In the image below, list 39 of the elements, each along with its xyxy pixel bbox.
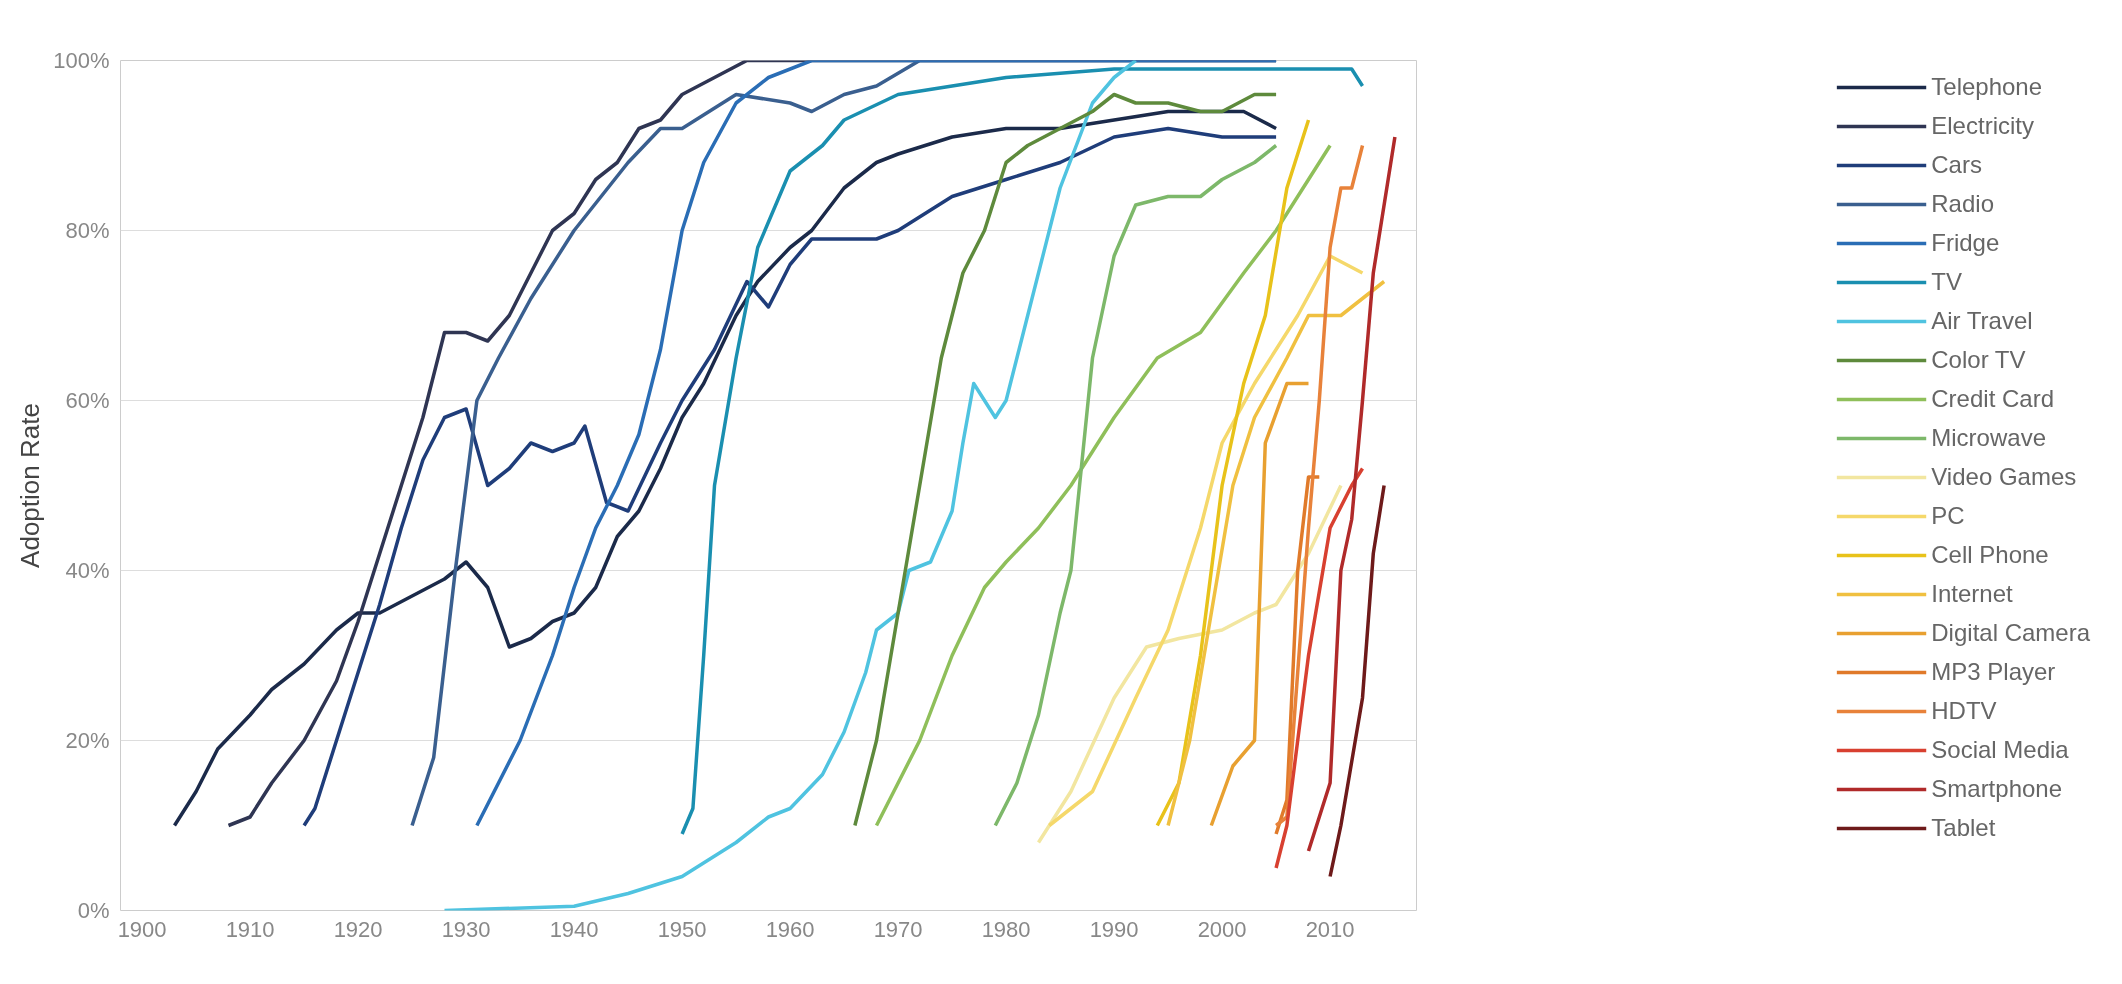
legend-label: Electricity — [1931, 111, 2034, 141]
x-tick-label: 1910 — [225, 916, 275, 942]
y-tick-label: 60% — [65, 388, 110, 413]
y-tick-label: 100% — [53, 48, 110, 73]
x-tick-label: 1970 — [873, 916, 923, 942]
y-tick-label: 80% — [65, 218, 110, 243]
x-tick-label: 1950 — [657, 916, 707, 942]
x-tick-label: 1960 — [765, 916, 815, 942]
legend-label: Internet — [1931, 579, 2013, 609]
legend-label: Color TV — [1931, 345, 2026, 375]
legend-label: Social Media — [1931, 735, 2069, 765]
legend-label: Air Travel — [1931, 306, 2033, 336]
legend-label: HDTV — [1931, 696, 1997, 726]
legend-label: Smartphone — [1931, 774, 2063, 804]
y-axis-title: Adoption Rate — [15, 403, 46, 568]
x-tick-label: 1930 — [441, 916, 491, 942]
legend-label: Credit Card — [1931, 384, 2054, 414]
legend-label: Microwave — [1931, 423, 2046, 453]
legend-label: Telephone — [1931, 72, 2043, 102]
x-tick-label: 1980 — [981, 916, 1031, 942]
legend-label: Digital Camera — [1931, 618, 2090, 648]
legend-label: Cell Phone — [1931, 540, 2049, 570]
x-tick-label: 1920 — [333, 916, 383, 942]
x-tick-label: 1990 — [1089, 916, 1139, 942]
y-tick-label: 40% — [65, 558, 110, 583]
legend-label: Tablet — [1931, 813, 1996, 843]
y-tick-label: 0% — [77, 898, 110, 923]
legend-label: PC — [1931, 501, 1965, 531]
legend-label: Video Games — [1931, 462, 2077, 492]
x-tick-label: 1940 — [549, 916, 599, 942]
y-tick-label: 20% — [65, 728, 110, 753]
x-tick-label: 2000 — [1197, 916, 1247, 942]
x-tick-label: 1900 — [117, 916, 167, 942]
legend-label: TV — [1931, 267, 1962, 297]
legend-label: Fridge — [1931, 228, 2000, 258]
legend-label: Cars — [1931, 150, 1982, 180]
x-tick-label: 2010 — [1305, 916, 1355, 942]
legend-label: MP3 Player — [1931, 657, 2056, 687]
legend-label: Radio — [1931, 189, 1994, 219]
